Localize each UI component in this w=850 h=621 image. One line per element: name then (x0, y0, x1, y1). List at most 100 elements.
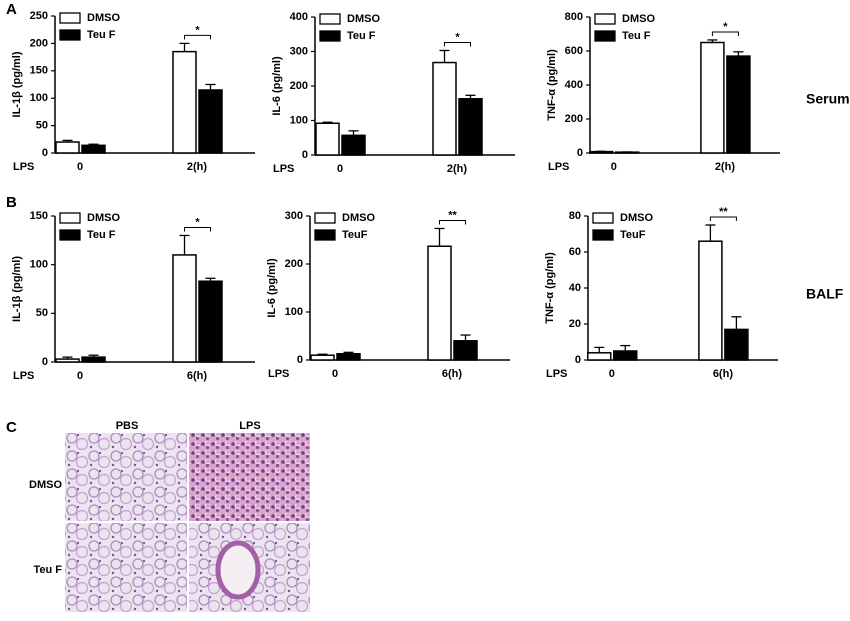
y-tick-label: 40 (569, 282, 581, 294)
y-tick-label: 50 (36, 307, 48, 319)
x-tick-label: 2(h) (447, 163, 468, 175)
legend-swatch (592, 212, 614, 224)
x-tick-label: 0 (609, 368, 615, 380)
y-tick-label: 0 (297, 354, 303, 366)
bar (613, 350, 638, 361)
legend-swatch (314, 229, 336, 241)
legend-label: Teu F (622, 30, 651, 42)
x-tick-label: 0 (611, 161, 617, 173)
row-label: Serum (806, 91, 850, 107)
y-axis-label: IL-6 (pg/ml) (271, 56, 283, 116)
bar (615, 151, 640, 154)
x-axis-label: LPS (548, 161, 569, 173)
y-tick-label: 200 (565, 113, 583, 125)
significance-bracket (711, 31, 739, 36)
y-axis-label: TNF-α (pg/ml) (546, 49, 558, 121)
y-tick-label: 60 (569, 246, 581, 258)
bar (310, 354, 335, 361)
x-tick-label: 2(h) (187, 161, 208, 173)
bar (172, 254, 197, 363)
bar (700, 41, 725, 154)
legend-swatch (594, 13, 616, 25)
panel-label: A (6, 1, 17, 18)
bar (55, 141, 80, 154)
significance-bracket (709, 216, 737, 221)
x-tick-label: 0 (332, 368, 338, 380)
y-tick-label: 100 (30, 259, 48, 271)
y-tick-label: 600 (565, 45, 583, 57)
row-label: Teu F (33, 564, 62, 576)
bar (315, 122, 340, 156)
micrograph (65, 433, 187, 521)
x-tick-label: 6(h) (187, 370, 208, 382)
y-tick-label: 250 (30, 10, 48, 22)
legend-label: Teu F (347, 30, 376, 42)
significance-label: ** (719, 206, 728, 218)
y-tick-label: 0 (42, 356, 48, 368)
bar (81, 144, 106, 154)
x-tick-label: 2(h) (715, 161, 736, 173)
bar (427, 245, 452, 361)
column-label: LPS (239, 420, 260, 432)
legend-swatch (319, 13, 341, 25)
bar (81, 356, 106, 363)
micrograph (65, 523, 187, 612)
x-axis-label: LPS (273, 163, 294, 175)
y-tick-label: 100 (30, 92, 48, 104)
y-tick-label: 150 (30, 65, 48, 77)
bar (172, 50, 197, 154)
y-tick-label: 800 (565, 11, 583, 23)
significance-bracket (444, 41, 471, 47)
significance-label: * (723, 21, 728, 33)
y-tick-label: 0 (575, 354, 581, 366)
legend-label: DMSO (87, 12, 120, 24)
y-axis-label: IL-1β (pg/ml) (11, 51, 23, 117)
legend-swatch (59, 212, 81, 224)
bar (589, 150, 614, 154)
x-axis-label: LPS (13, 161, 34, 173)
significance-label: * (455, 31, 460, 43)
legend-label: DMSO (342, 212, 375, 224)
row-label: DMSO (29, 479, 62, 491)
y-axis-label: IL-1β (pg/ml) (11, 256, 23, 322)
bar (453, 340, 478, 361)
legend-label: DMSO (622, 13, 655, 25)
y-tick-label: 150 (30, 210, 48, 222)
airway (215, 540, 261, 600)
row-label: BALF (806, 286, 844, 302)
x-axis-label: LPS (546, 368, 567, 380)
y-axis-label: IL-6 (pg/ml) (266, 258, 278, 318)
legend-swatch (319, 30, 341, 42)
legend-swatch (59, 29, 81, 41)
bar (724, 328, 749, 361)
legend-label: Teu F (87, 229, 116, 241)
bar (726, 55, 751, 154)
y-tick-label: 50 (36, 120, 48, 132)
y-tick-label: 0 (577, 147, 583, 159)
legend-swatch (594, 30, 616, 42)
y-tick-label: 20 (569, 318, 581, 330)
bar (198, 89, 223, 154)
significance-bracket (184, 34, 211, 40)
y-tick-label: 300 (290, 45, 308, 57)
legend-swatch (59, 229, 81, 241)
y-tick-label: 200 (290, 80, 308, 92)
y-tick-label: 400 (565, 79, 583, 91)
legend-label: DMSO (87, 212, 120, 224)
legend-label: TeuF (342, 229, 368, 241)
bar (432, 61, 457, 156)
x-tick-label: 6(h) (713, 368, 734, 380)
legend-label: DMSO (620, 212, 653, 224)
x-axis-label: LPS (268, 368, 289, 380)
legend-label: DMSO (347, 13, 380, 25)
y-tick-label: 300 (285, 210, 303, 222)
bar (55, 358, 80, 363)
panel-label: B (6, 194, 17, 211)
bar (341, 134, 366, 156)
legend-swatch (592, 229, 614, 241)
micrograph (189, 433, 310, 521)
panel-label: C (6, 419, 17, 436)
y-tick-label: 200 (30, 37, 48, 49)
y-tick-label: 0 (42, 147, 48, 159)
